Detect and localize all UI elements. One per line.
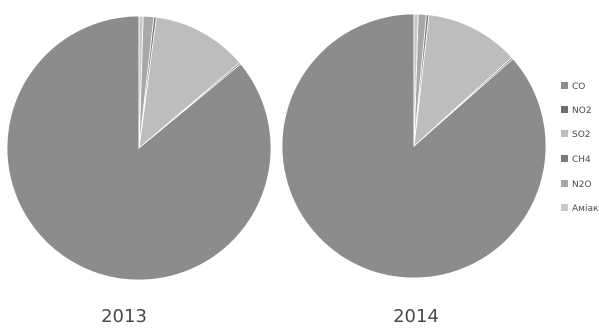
legend-swatch-co	[561, 82, 568, 89]
pie-slice-2014-so2	[413, 14, 513, 148]
pie-slice-2014-ammonia	[413, 13, 419, 147]
legend-label-no2: NO2	[572, 106, 592, 116]
pie-slice-2014-co	[281, 13, 547, 279]
pie-title-2014: 2014	[393, 306, 439, 327]
legend-label-n2o: N2O	[572, 180, 592, 190]
legend-swatch-so2	[561, 130, 568, 137]
pie-title-2013: 2013	[101, 306, 147, 327]
legend-swatch-no2	[561, 106, 568, 113]
legend-label-co: CO	[572, 82, 585, 92]
pie-slice-2013-so2	[138, 16, 241, 149]
legend-swatch-n2o	[561, 180, 568, 187]
legend-swatch-ch4	[561, 155, 568, 162]
pie-chart-2013	[6, 15, 272, 281]
pie-chart-2014	[281, 13, 547, 279]
legend-label-ammonia: Аміак	[572, 204, 599, 214]
pie-slice-2013-ammonia	[138, 15, 144, 149]
legend-swatch-ammonia	[561, 204, 568, 211]
legend-label-so2: SO2	[572, 130, 591, 140]
legend: CO NO2 SO2 CH4 N2O Аміак	[561, 82, 599, 214]
legend-label-ch4: CH4	[572, 155, 591, 165]
